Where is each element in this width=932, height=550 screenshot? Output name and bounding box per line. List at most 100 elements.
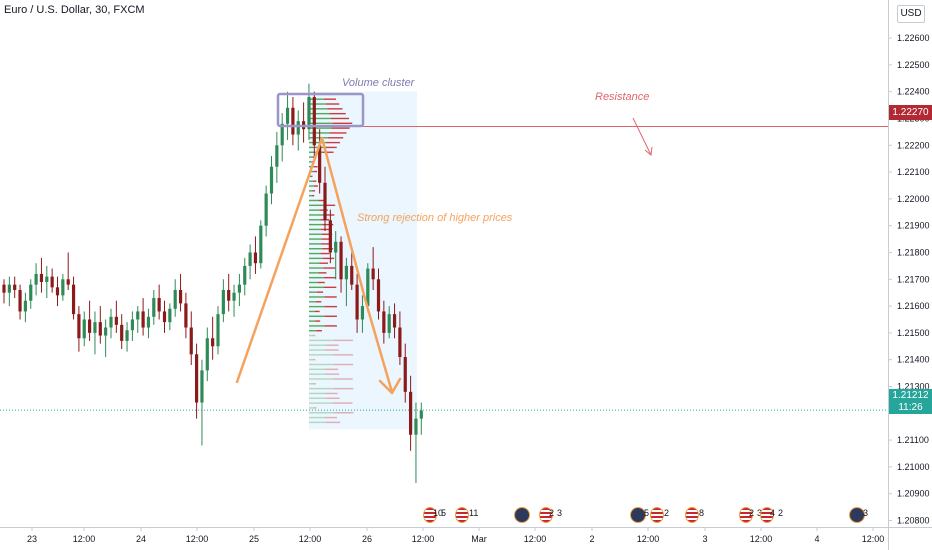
event-count: 2 — [664, 508, 670, 518]
volume-profile-bar-down — [332, 402, 353, 404]
volume-profile-bar-up — [309, 305, 325, 308]
current-price-value: 1.21212 — [892, 390, 929, 401]
volume-profile-bar-up — [309, 127, 332, 129]
candle-body-down — [120, 324, 124, 341]
volume-profile-bar-up — [309, 354, 334, 356]
us-flag-icon — [455, 507, 469, 523]
plot-area — [0, 0, 888, 527]
volume-profile-bar-down — [323, 276, 336, 279]
volume-profile-bar-up — [309, 161, 312, 163]
x-tick-label: 12:00 — [412, 534, 435, 544]
volume-profile-bar-up — [309, 330, 317, 332]
candle-body-up — [136, 311, 140, 320]
us-flag-icon — [760, 507, 774, 523]
event-count: 8 — [699, 508, 705, 518]
event-count: 2 — [549, 508, 555, 518]
event-count: 2 — [778, 508, 784, 518]
volume-profile-bar-up — [309, 296, 325, 298]
candle-body-down — [253, 252, 258, 264]
volume-profile-bar-up — [309, 325, 325, 327]
candle-body-up — [280, 123, 284, 146]
candle-body-up — [259, 225, 263, 264]
volume-profile-bar-up — [309, 146, 325, 149]
candle-body-up — [232, 292, 236, 301]
volume-profile-bar-down — [314, 310, 320, 313]
candle-body-down — [355, 284, 359, 320]
y-tick-label: 1.21100 — [897, 435, 929, 445]
volume-profile-bar-down — [325, 349, 339, 351]
candle-body-down — [55, 287, 60, 296]
volume-profile-bar-down — [329, 132, 347, 134]
volume-profile-bar-up — [309, 407, 314, 409]
uptrend-arrow-line — [235, 136, 324, 384]
volume-profile-bar-up — [309, 344, 326, 346]
volume-profile-bar-up — [309, 320, 316, 322]
us-flag-icon — [739, 507, 753, 523]
volume-profile-bar-down — [313, 407, 317, 409]
volume-profile-bar-up — [309, 223, 323, 226]
volume-profile-bar-down — [317, 281, 325, 284]
candle-body-up — [243, 265, 247, 285]
volume-profile-bar-down — [333, 354, 353, 356]
candle-body-down — [211, 338, 215, 347]
candle-body-down — [350, 265, 354, 285]
candle-body-up — [366, 268, 370, 307]
eu-flag-icon — [514, 507, 530, 523]
volume-profile-bar-up — [309, 243, 322, 245]
volume-profile-bar-down — [324, 305, 337, 308]
candle-body-up — [146, 316, 151, 328]
volume-profile-bar-up — [309, 190, 313, 192]
volume-profile-bar-up — [309, 156, 313, 158]
event-count: 5 — [644, 508, 650, 518]
x-tick-label: 2 — [589, 534, 594, 544]
us-flag-icon — [539, 507, 553, 523]
resistance-arrow-head — [644, 146, 653, 156]
volume-profile-bar-up — [309, 412, 334, 414]
volume-profile-bar-down — [326, 421, 341, 424]
chart-legend: Euro / U.S. Dollar, 30, FXCM — [4, 4, 145, 16]
y-tick-label: 1.22400 — [897, 87, 930, 97]
volume-profile-bar-down — [319, 262, 329, 264]
x-tick-label: Mar — [471, 534, 487, 544]
volume-profile-bar-down — [315, 320, 321, 322]
volume-profile-bar-down — [325, 344, 339, 346]
annotation-resistance: Resistance — [595, 91, 650, 103]
currency-button[interactable]: USD — [897, 5, 925, 23]
volume-profile-bar-down — [324, 286, 337, 289]
y-tick-label: 1.21300 — [897, 381, 930, 391]
candle-body-down — [114, 316, 118, 325]
volume-profile-bar-up — [309, 267, 324, 269]
volume-profile-bar-up — [309, 209, 320, 211]
candle-body-down — [382, 311, 386, 333]
volume-profile-bar-down — [324, 416, 337, 419]
drop-arrow-head — [378, 377, 402, 395]
rejection-arrow-line — [320, 136, 369, 308]
candle-body-down — [371, 268, 375, 280]
candle-body-down — [2, 284, 6, 293]
candle-body-down — [227, 290, 231, 301]
candle-body-down — [66, 279, 70, 285]
volume-profile-bar-down — [321, 243, 331, 245]
volume-profile-bar-down — [332, 122, 353, 125]
y-tick-label: 1.21000 — [897, 462, 930, 472]
candle-body-down — [189, 327, 193, 355]
candle-body-up — [344, 265, 348, 280]
volume-profile-bar-down — [312, 383, 316, 385]
candle-body-up — [387, 314, 391, 333]
event-count: 3 — [557, 508, 563, 518]
volume-profile-bar-up — [309, 141, 327, 144]
event-count: 3 — [863, 508, 869, 518]
volume-profile-bar-up — [309, 248, 323, 250]
volume-profile-bar-up — [309, 373, 326, 375]
candle-body-up — [34, 273, 38, 285]
volume-profile-bar-down — [310, 175, 313, 178]
volume-profile-bar-down — [312, 156, 316, 158]
x-tick-label: 12:00 — [862, 534, 885, 544]
us-flag-icon — [650, 507, 664, 523]
candle-body-up — [23, 300, 27, 312]
x-tick-label: 26 — [362, 534, 372, 544]
volume-profile-bar-up — [309, 252, 321, 255]
candle-body-up — [334, 241, 338, 253]
